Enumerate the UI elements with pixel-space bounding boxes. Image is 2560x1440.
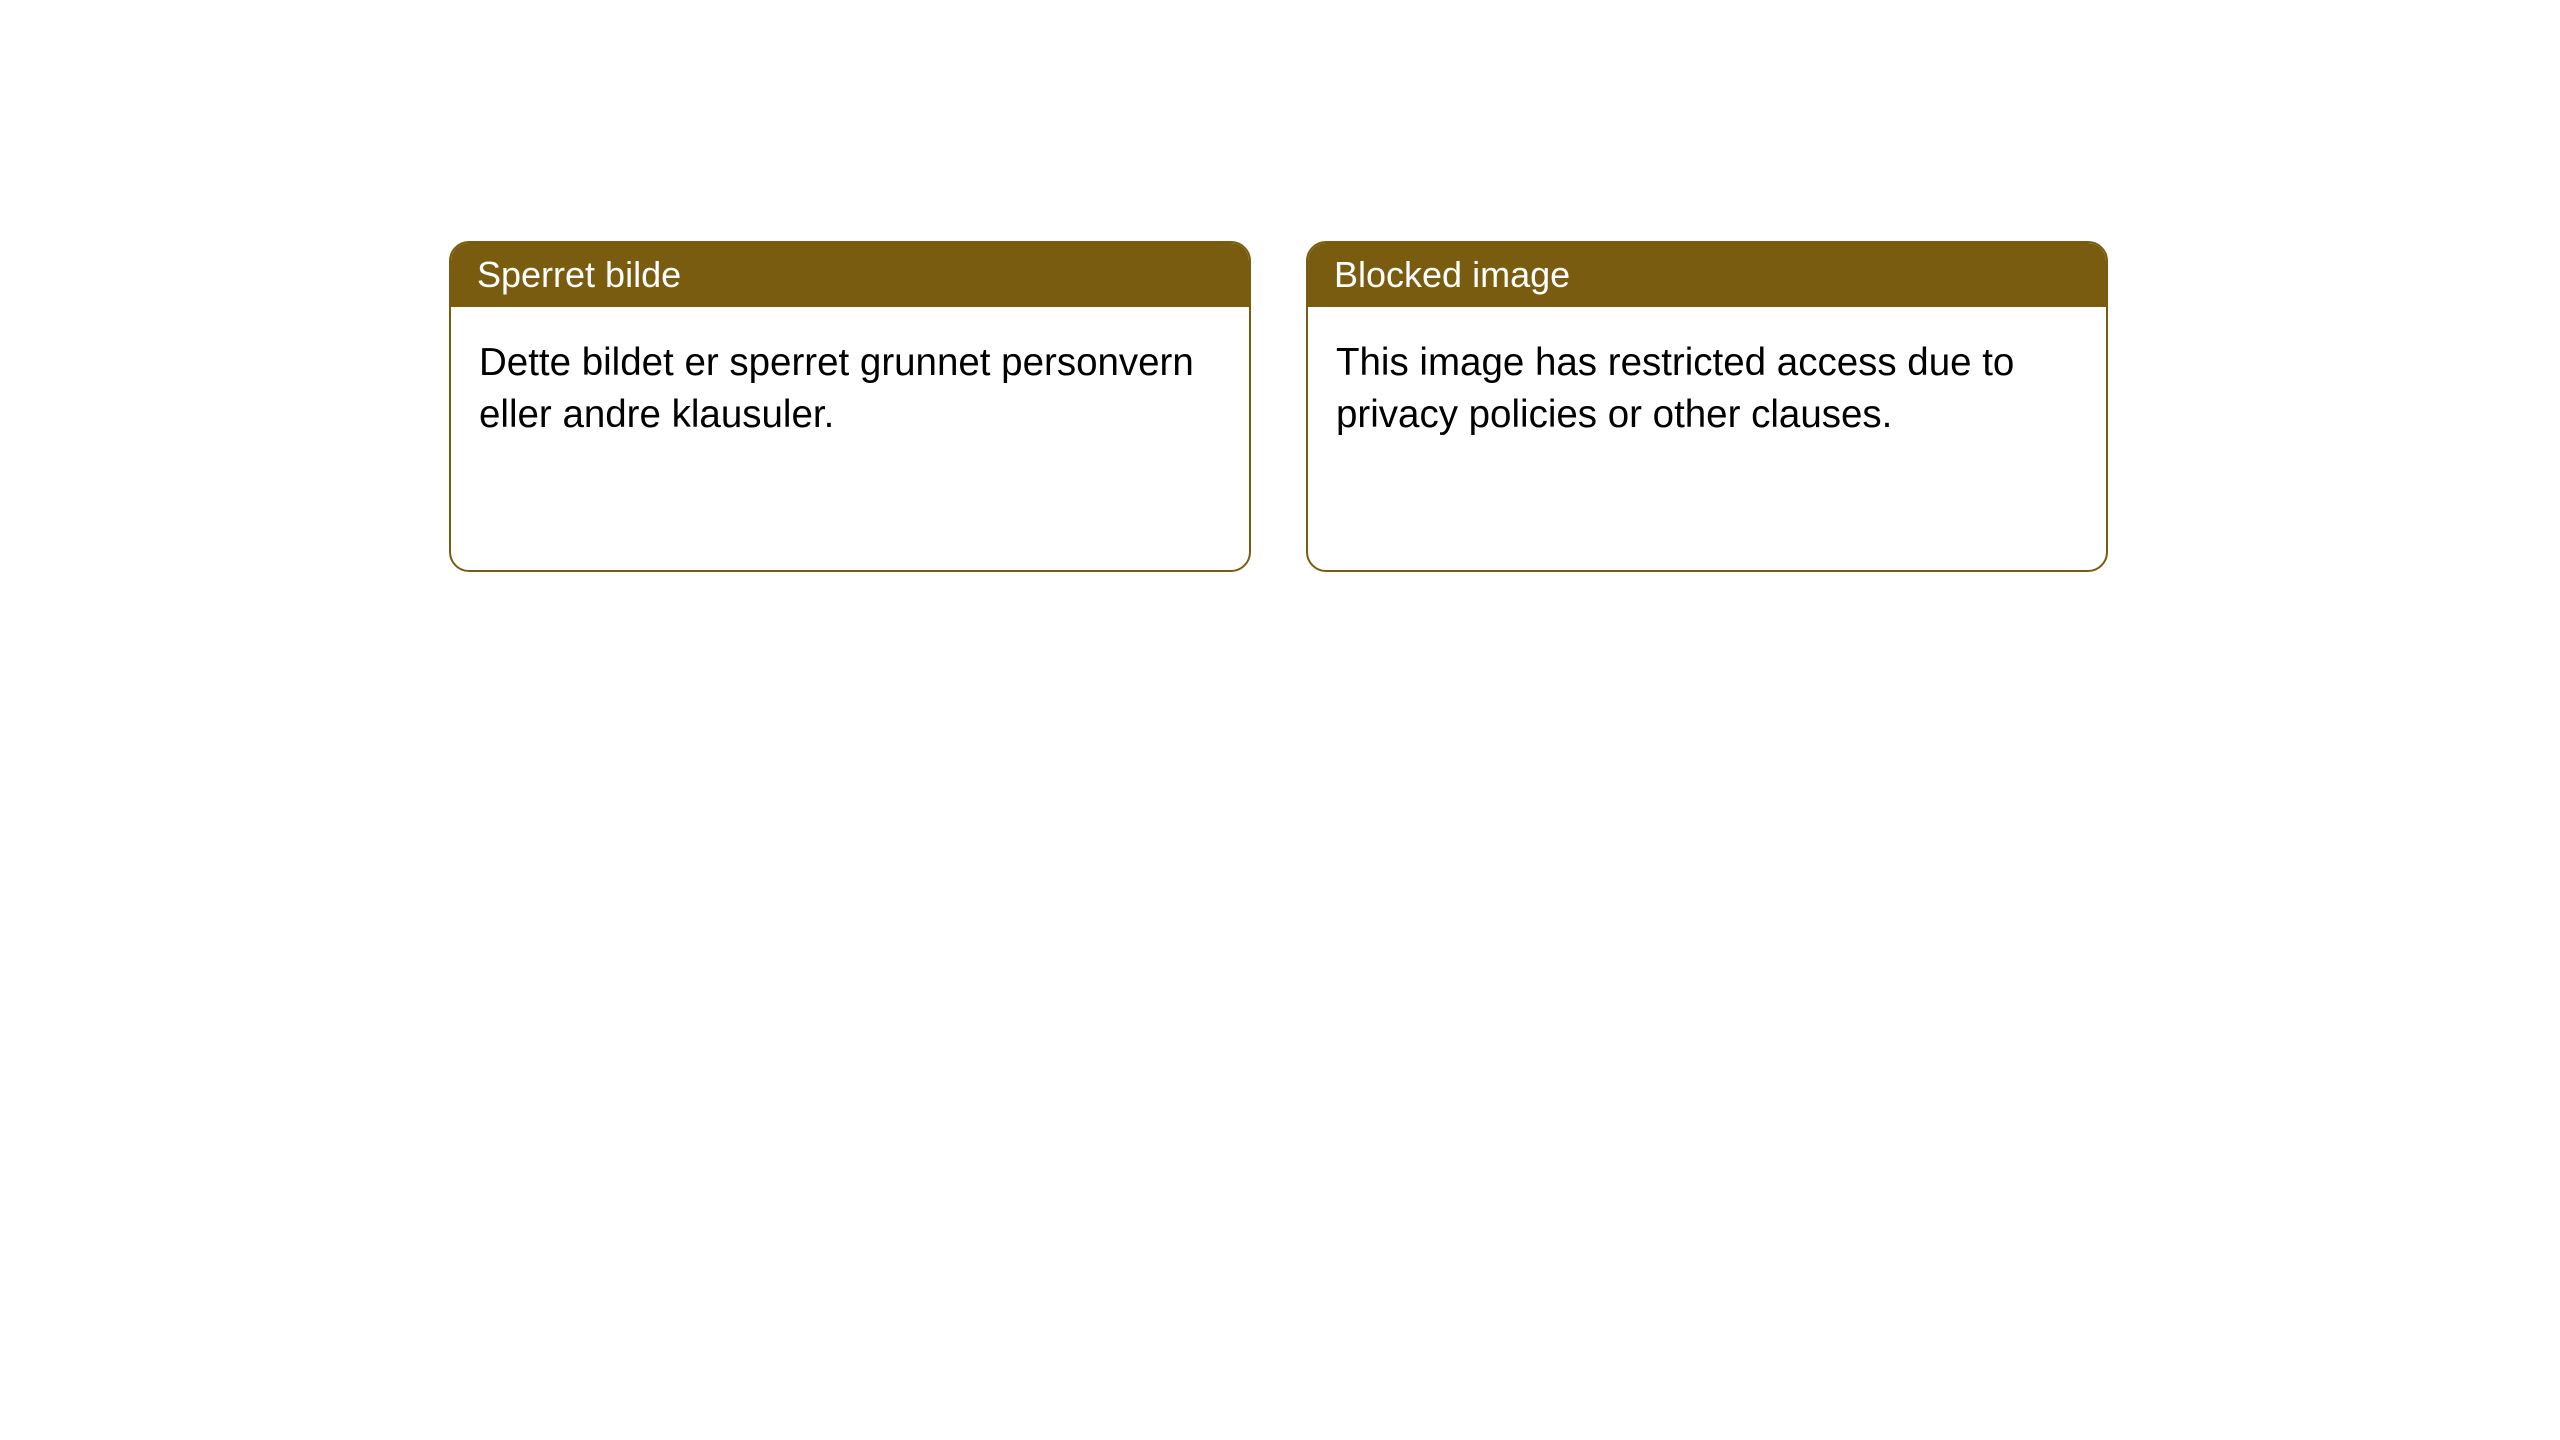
notice-cards-container: Sperret bilde Dette bildet er sperret gr… — [449, 241, 2108, 572]
notice-card-english: Blocked image This image has restricted … — [1306, 241, 2108, 572]
card-body-text: Dette bildet er sperret grunnet personve… — [451, 307, 1249, 469]
card-header-title: Sperret bilde — [451, 243, 1249, 307]
notice-card-norwegian: Sperret bilde Dette bildet er sperret gr… — [449, 241, 1251, 572]
card-body-text: This image has restricted access due to … — [1308, 307, 2106, 469]
card-header-title: Blocked image — [1308, 243, 2106, 307]
